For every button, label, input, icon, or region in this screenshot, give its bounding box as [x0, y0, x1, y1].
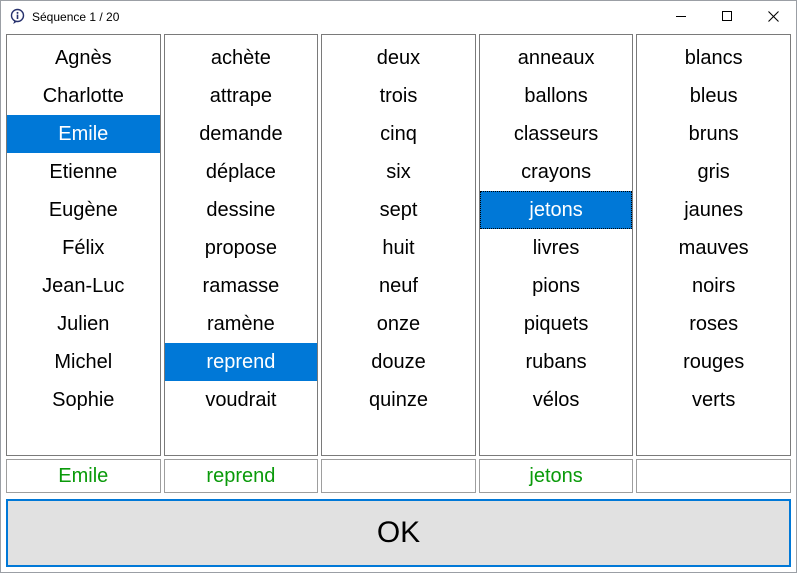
list-item[interactable]: classeurs: [513, 123, 599, 145]
list-item[interactable]: ballons: [524, 85, 588, 107]
answer-row: Emile reprend jetons: [6, 459, 791, 493]
minimize-icon: [675, 11, 687, 22]
list-item[interactable]: huit: [382, 237, 415, 259]
list-item[interactable]: mauves: [678, 237, 749, 259]
list-item[interactable]: jaunes: [684, 199, 744, 221]
list-item[interactable]: Etienne: [49, 161, 118, 183]
list-item[interactable]: six: [386, 161, 411, 183]
listbox-colors[interactable]: blancs bleus bruns gris jaunes mauves noirs ros…: [636, 34, 791, 456]
list-item[interactable]: quinze: [369, 389, 428, 411]
listbox-subjects[interactable]: Agnès Charlotte Emile Etienne Eugène Félix Jea…: [6, 34, 161, 456]
list-item[interactable]: piquets: [523, 313, 589, 335]
list-item[interactable]: gris: [697, 161, 730, 183]
list-item[interactable]: bruns: [688, 123, 739, 145]
answer-box-objects: jetons: [478, 459, 634, 493]
list-item[interactable]: onze: [376, 313, 421, 335]
list-item[interactable]: voudrait: [205, 389, 277, 411]
window-title: Séquence 1 / 20: [32, 9, 120, 24]
word-columns: Agnès Charlotte Emile Etienne Eugène Félix Jea…: [6, 34, 791, 456]
info-speech-bubble-icon: [9, 8, 26, 25]
list-item[interactable]: sept: [379, 199, 418, 221]
listbox-verbs[interactable]: achète attrape demande déplace dessine propos…: [163, 34, 319, 456]
list-item[interactable]: Félix: [62, 237, 105, 259]
list-item[interactable]: Sophie: [52, 389, 115, 411]
list-item[interactable]: blancs: [684, 47, 743, 69]
answer-box-colors: [636, 459, 791, 493]
list-item[interactable]: Agnès: [54, 47, 112, 69]
list-item[interactable]: pions: [532, 275, 580, 297]
close-button[interactable]: [750, 1, 796, 32]
list-item[interactable]: ramène: [206, 313, 275, 335]
list-item[interactable]: neuf: [379, 275, 418, 297]
list-item[interactable]: Charlotte: [42, 85, 124, 107]
list-item[interactable]: cinq: [380, 123, 417, 145]
list-item[interactable]: trois: [379, 85, 418, 107]
list-item[interactable]: ramasse: [202, 275, 280, 297]
list-item[interactable]: Julien: [57, 313, 110, 335]
list-item[interactable]: rouges: [683, 351, 745, 373]
list-item[interactable]: Jean-Luc: [42, 275, 125, 297]
list-item[interactable]: attrape: [209, 85, 273, 107]
list-item[interactable]: rubans: [525, 351, 587, 373]
list-item[interactable]: demande: [199, 123, 283, 145]
minimize-button[interactable]: [658, 1, 704, 32]
list-item[interactable]: achète: [210, 47, 271, 69]
listbox-objects[interactable]: anneaux ballons classeurs crayons jetons livr…: [478, 34, 634, 456]
ok-button[interactable]: OK: [6, 499, 791, 567]
list-item[interactable]: bleus: [689, 85, 738, 107]
list-item[interactable]: livres: [532, 237, 580, 259]
window-controls: [658, 1, 796, 32]
list-item[interactable]: douze: [371, 351, 426, 373]
answer-box-verbs: reprend: [163, 459, 319, 493]
close-icon: [767, 11, 779, 22]
list-item[interactable]: dessine: [206, 199, 276, 221]
list-item[interactable]: reprend: [164, 343, 318, 381]
list-item[interactable]: Emile: [7, 115, 160, 153]
list-item[interactable]: Michel: [54, 351, 113, 373]
list-item[interactable]: deux: [376, 47, 421, 69]
maximize-button[interactable]: [704, 1, 750, 32]
maximize-icon: [721, 11, 733, 22]
list-item[interactable]: noirs: [691, 275, 736, 297]
list-item[interactable]: propose: [204, 237, 278, 259]
answer-box-subjects: Emile: [6, 459, 161, 493]
list-item[interactable]: vélos: [532, 389, 580, 411]
list-item[interactable]: anneaux: [517, 47, 595, 69]
list-item[interactable]: déplace: [205, 161, 276, 183]
dialog-body: Agnès Charlotte Emile Etienne Eugène Félix Jea…: [1, 32, 796, 572]
list-item[interactable]: Eugène: [48, 199, 118, 221]
titlebar: Séquence 1 / 20: [1, 1, 796, 32]
answer-box-numbers: [321, 459, 476, 493]
list-item[interactable]: roses: [689, 313, 739, 335]
list-item[interactable]: crayons: [521, 161, 592, 183]
list-item[interactable]: verts: [692, 389, 736, 411]
list-item[interactable]: jetons: [479, 191, 633, 229]
listbox-numbers[interactable]: deux trois cinq six sept huit neuf onze douze qui…: [321, 34, 476, 456]
